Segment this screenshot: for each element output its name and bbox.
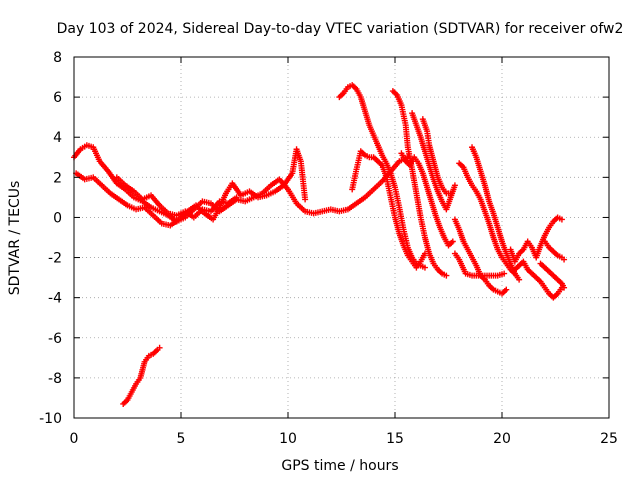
chart-title: Day 103 of 2024, Sidereal Day-to-day VTE… bbox=[57, 21, 624, 37]
series-track-10 bbox=[419, 116, 454, 197]
series-track-3 bbox=[113, 174, 240, 221]
series-track-11 bbox=[456, 160, 518, 277]
series-track-12 bbox=[469, 144, 523, 283]
x-tick-label: 0 bbox=[70, 431, 79, 447]
series-track-6 bbox=[349, 148, 428, 271]
data-point bbox=[447, 190, 454, 197]
y-tick-label: -10 bbox=[39, 411, 62, 427]
gridlines bbox=[74, 57, 609, 418]
y-tick-label: 6 bbox=[53, 90, 62, 106]
data-points bbox=[71, 82, 568, 407]
x-tick-label: 20 bbox=[493, 431, 511, 447]
y-tick-label: 0 bbox=[53, 210, 62, 226]
data-point bbox=[421, 264, 428, 271]
x-tick-label: 15 bbox=[386, 431, 404, 447]
data-point bbox=[451, 182, 458, 189]
data-point bbox=[503, 286, 510, 293]
data-point bbox=[561, 284, 568, 291]
series-track-14 bbox=[451, 250, 508, 279]
series-track-8 bbox=[398, 150, 456, 249]
data-point bbox=[561, 256, 568, 263]
y-tick-label: 2 bbox=[53, 170, 62, 186]
series-track-2 bbox=[73, 146, 309, 229]
plot-frame bbox=[73, 56, 610, 419]
y-tick-label: -2 bbox=[48, 251, 62, 267]
y-tick-label: -4 bbox=[48, 291, 62, 307]
series-track-16 bbox=[511, 258, 565, 301]
data-point bbox=[558, 216, 565, 223]
x-tick-labels: 0 5 10 15 20 25 bbox=[70, 431, 618, 447]
y-tick-label: -6 bbox=[48, 331, 62, 347]
series-track-18 bbox=[541, 238, 568, 263]
series-track-15 bbox=[507, 214, 565, 265]
y-tick-label: 4 bbox=[53, 130, 62, 146]
data-point bbox=[443, 272, 450, 279]
data-point bbox=[516, 276, 523, 283]
series-track-17 bbox=[537, 260, 568, 291]
data-point bbox=[156, 344, 163, 351]
series-track-5 bbox=[336, 82, 428, 271]
data-point bbox=[501, 270, 508, 277]
series-track-4 bbox=[120, 344, 163, 407]
x-tick-label: 25 bbox=[600, 431, 618, 447]
y-tick-labels: 8 6 4 2 0 -2 -4 -6 -8 -10 bbox=[39, 50, 62, 427]
y-tick-label: 8 bbox=[53, 50, 62, 66]
data-point bbox=[233, 194, 240, 201]
x-tick-label: 10 bbox=[279, 431, 297, 447]
data-point bbox=[449, 238, 456, 245]
axis-ticks bbox=[73, 56, 610, 419]
y-axis-label: SDTVAR / TECUs bbox=[7, 181, 23, 296]
x-tick-label: 5 bbox=[177, 431, 186, 447]
x-axis-label: GPS time / hours bbox=[281, 458, 398, 474]
y-tick-label: -8 bbox=[48, 371, 62, 387]
data-point bbox=[302, 196, 309, 203]
